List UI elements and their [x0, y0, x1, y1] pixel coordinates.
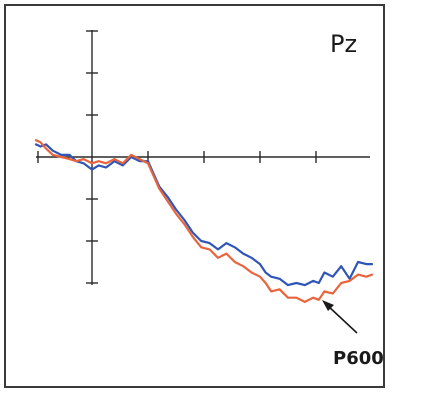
- axes: [36, 30, 370, 285]
- chart-panel: [4, 4, 385, 388]
- electrode-label: Pz: [330, 30, 357, 58]
- annotation-arrow: [322, 300, 358, 334]
- annotation-label: P600: [333, 348, 384, 369]
- series-layer: [34, 139, 374, 303]
- series-line-1: [34, 143, 374, 287]
- series-line-2: [34, 139, 374, 303]
